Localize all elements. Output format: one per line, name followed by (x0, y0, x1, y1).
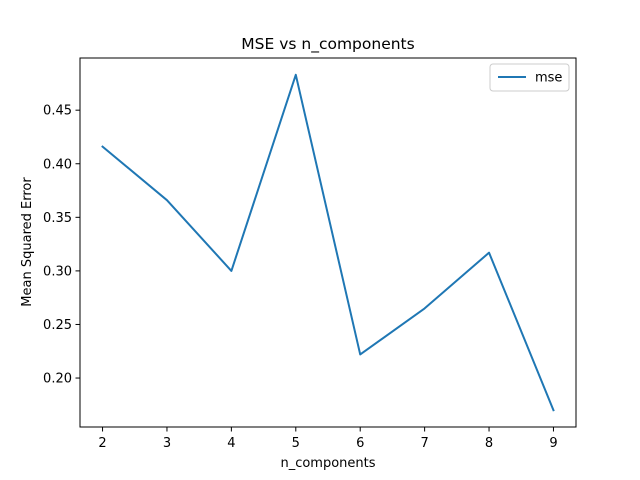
x-axis-label: n_components (280, 456, 375, 471)
x-tick-label-8: 8 (485, 436, 493, 451)
y-tick-label-0.2: 0.20 (43, 372, 72, 387)
chart-title: MSE vs n_components (241, 35, 414, 54)
axes-frame (79, 57, 577, 428)
y-axis-label: Mean Squared Error (20, 177, 35, 307)
x-tick-label-9: 9 (549, 436, 557, 451)
legend-label-mse: mse (535, 71, 562, 86)
y-tick-label-0.3: 0.30 (43, 264, 72, 279)
x-tick-label-5: 5 (292, 436, 300, 451)
x-tick-label-2: 2 (98, 436, 106, 451)
y-tick-label-0.35: 0.35 (43, 211, 72, 226)
y-tick-label-0.45: 0.45 (43, 104, 72, 119)
legend: mse (489, 63, 570, 92)
x-tick-label-3: 3 (163, 436, 171, 451)
x-tick-label-7: 7 (420, 436, 428, 451)
y-tick-label-0.25: 0.25 (43, 318, 72, 333)
plot-area: 2 3 4 5 6 7 8 9 0.20 0.25 0.30 0.35 0.40 0.45 (43, 57, 577, 451)
series-line-mse (101, 73, 555, 412)
y-tick-label-0.4: 0.40 (43, 157, 72, 172)
x-tick-label-6: 6 (356, 436, 364, 451)
legend-box (489, 63, 570, 92)
x-tick-label-4: 4 (227, 436, 235, 451)
